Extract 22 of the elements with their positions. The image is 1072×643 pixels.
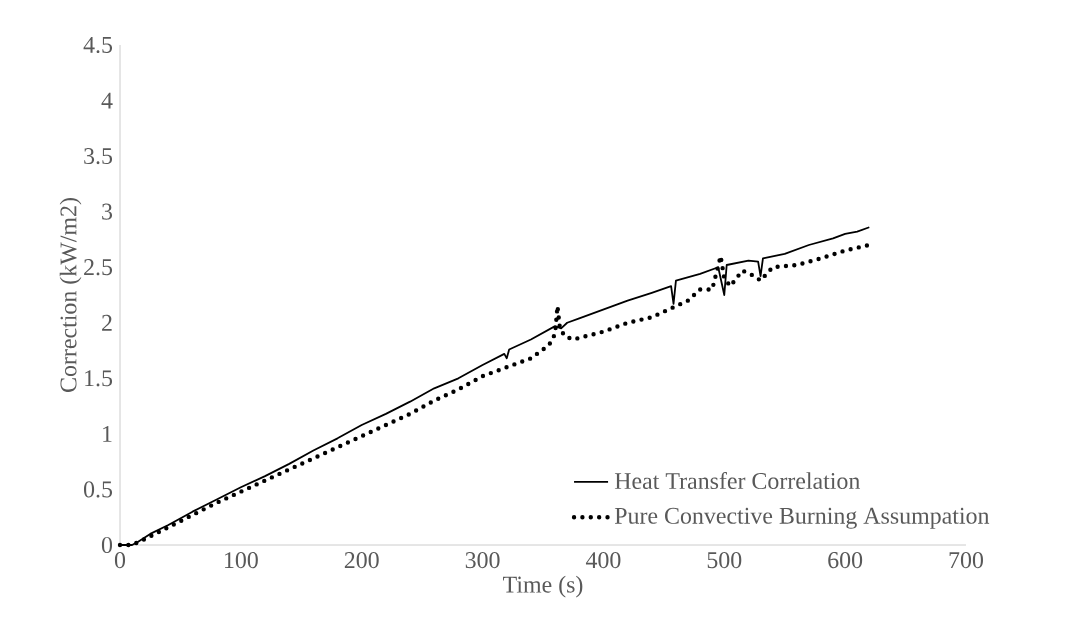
x-tick-label: 700: [949, 552, 983, 569]
y-tick-label: 0.5: [83, 481, 113, 498]
y-tick-label: 4.5: [83, 36, 113, 54]
x-axis-title: Time (s): [503, 575, 583, 598]
x-tick-label: 0: [114, 552, 126, 569]
y-tick-label: 4: [101, 92, 113, 109]
y-axis-title: Correction (kW/m2): [59, 198, 82, 392]
y-tick-label: 2: [102, 314, 112, 331]
y-tick-label: 3.5: [84, 148, 113, 165]
x-tick-label: 100: [225, 552, 258, 569]
x-tick-label: 200: [344, 552, 379, 569]
y-tick-label: 0: [101, 536, 113, 554]
x-tick-label: 400: [585, 552, 621, 569]
legend-label: Heat Transfer Correlation: [614, 472, 861, 490]
x-tick-label: 600: [828, 552, 863, 569]
y-tick-label: 2.5: [84, 259, 113, 276]
y-tick-label: 1: [103, 426, 112, 442]
y-tick-label: 3: [102, 203, 113, 220]
legend-label: Pure Convective Burning Assumpation: [614, 507, 990, 529]
x-tick-label: 500: [707, 552, 742, 569]
y-tick-label: 1.5: [85, 370, 113, 387]
x-tick-label: 300: [465, 552, 500, 569]
